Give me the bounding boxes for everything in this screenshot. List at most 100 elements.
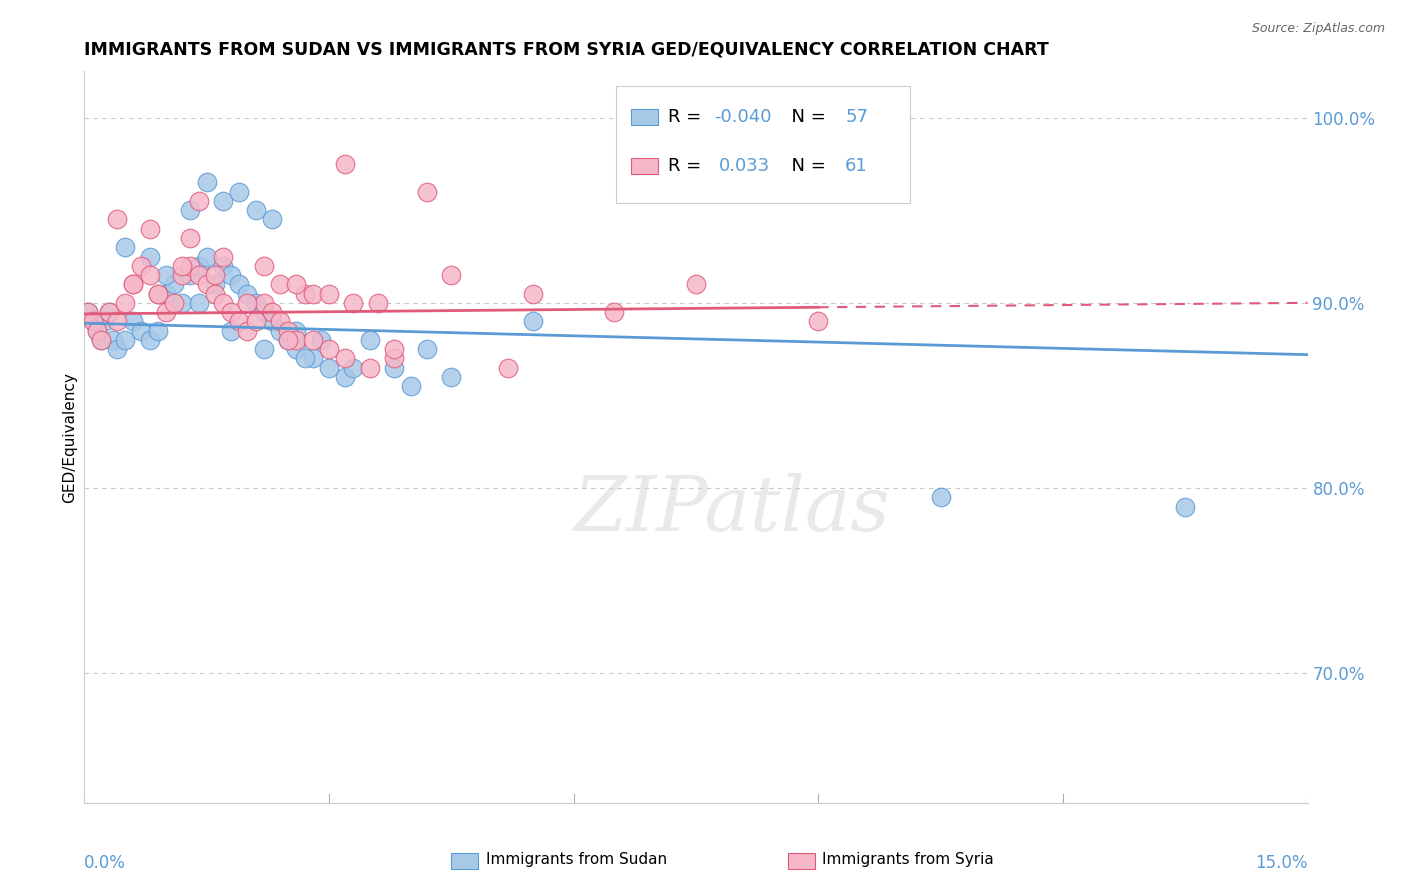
Point [228,314,250,328]
Text: N =: N = [780,108,832,126]
Point [269,314,291,328]
Point [382,360,405,375]
Point [236,324,259,338]
Text: Source: ZipAtlas.com: Source: ZipAtlas.com [1251,22,1385,36]
Point [101,333,124,347]
Point [146,286,169,301]
Point [245,295,267,310]
Point [131,324,153,338]
Point [359,333,381,347]
Text: 0.033: 0.033 [720,158,770,176]
Point [212,295,235,310]
Point [522,314,544,328]
Point [929,490,952,504]
Point [195,176,218,190]
Point [416,342,439,356]
Point [269,277,291,292]
Point [277,333,299,347]
Point [285,342,308,356]
Point [163,277,186,292]
Point [155,286,177,301]
Point [260,314,283,328]
Point [105,212,128,227]
Point [195,250,218,264]
Point [245,314,267,328]
Point [245,203,267,218]
Text: 0.0%: 0.0% [84,854,127,872]
Point [309,333,332,347]
Point [122,314,145,328]
Point [367,295,389,310]
Point [301,351,323,366]
Point [228,185,250,199]
Text: N =: N = [780,158,832,176]
Point [301,333,323,347]
Point [260,212,283,227]
Point [285,333,308,347]
Point [77,305,100,319]
Point [179,231,201,245]
Text: Immigrants from Sudan: Immigrants from Sudan [485,853,666,867]
FancyBboxPatch shape [616,86,910,203]
Point [97,305,120,319]
Point [204,277,226,292]
Point [212,250,235,264]
Point [416,185,439,199]
Point [82,314,104,328]
Point [269,324,291,338]
Point [277,324,299,338]
Point [285,324,308,338]
Point [155,305,177,319]
Point [90,333,112,347]
Point [122,277,145,292]
Point [179,259,201,273]
Point [294,351,316,366]
Point [204,286,226,301]
Point [219,324,242,338]
Point [285,277,308,292]
Point [86,324,108,338]
Point [253,259,276,273]
Point [212,259,235,273]
Point [138,268,160,282]
Point [277,333,299,347]
Point [122,277,145,292]
Point [382,342,405,356]
FancyBboxPatch shape [631,159,658,175]
Text: 57: 57 [845,108,868,126]
Point [359,360,381,375]
Point [82,314,104,328]
Point [382,351,405,366]
Text: 61: 61 [845,158,868,176]
Point [1174,500,1197,514]
Point [603,305,626,319]
Text: R =: R = [668,108,707,126]
Point [146,324,169,338]
Point [187,259,209,273]
Point [219,305,242,319]
Point [807,314,830,328]
Point [301,286,323,301]
Point [522,286,544,301]
Point [318,286,340,301]
Point [399,379,422,393]
Point [318,342,340,356]
Point [253,295,276,310]
Point [253,305,276,319]
FancyBboxPatch shape [787,853,814,869]
Point [236,295,259,310]
Point [187,194,209,208]
Point [172,295,194,310]
Point [105,342,128,356]
Point [138,333,160,347]
Point [172,268,194,282]
Point [440,268,463,282]
Point [114,295,136,310]
Point [236,286,259,301]
Point [440,370,463,384]
Point [228,277,250,292]
Point [342,360,364,375]
Point [77,305,100,319]
Point [204,268,226,282]
Text: IMMIGRANTS FROM SUDAN VS IMMIGRANTS FROM SYRIA GED/EQUIVALENCY CORRELATION CHART: IMMIGRANTS FROM SUDAN VS IMMIGRANTS FROM… [84,41,1049,59]
